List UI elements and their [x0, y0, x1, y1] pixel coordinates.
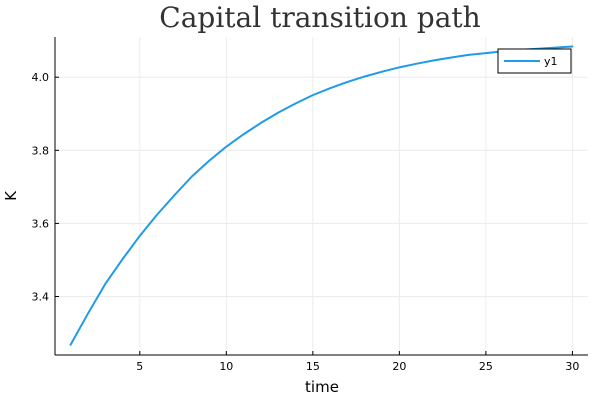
x-axis-label: time	[305, 378, 339, 396]
legend-label-y1: y1	[544, 55, 558, 68]
y-tick-label: 3.8	[32, 144, 50, 157]
y-tick-label: 4.0	[32, 71, 50, 84]
x-tick-label: 25	[479, 360, 493, 373]
ticks: 5 10 15 20 25 30 3.4 3.6 3.8 4.0	[32, 71, 580, 373]
x-tick-label: 15	[306, 360, 320, 373]
x-tick-label: 30	[565, 360, 579, 373]
axes	[54, 37, 588, 356]
y-axis-label: K	[2, 190, 20, 201]
y-tick-label: 3.6	[32, 217, 50, 230]
x-tick-label: 10	[219, 360, 233, 373]
y-tick-label: 3.4	[32, 291, 50, 304]
chart-title: Capital transition path	[159, 1, 480, 34]
x-tick-label: 20	[392, 360, 406, 373]
x-tick-label: 5	[136, 360, 143, 373]
series-line-y1	[69, 45, 574, 346]
grid	[55, 37, 588, 355]
series-layer	[69, 45, 574, 346]
legend: y1	[497, 48, 572, 74]
